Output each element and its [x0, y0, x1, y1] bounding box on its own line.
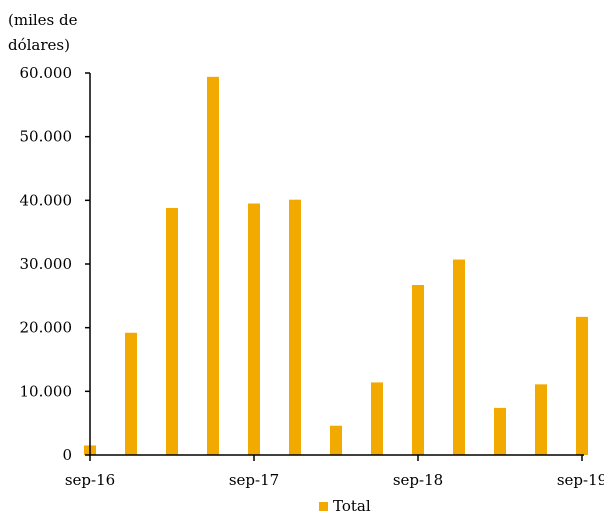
x-tick-label: sep-16 — [65, 471, 115, 489]
legend-swatch-total — [319, 501, 328, 511]
legend: Total — [319, 497, 371, 515]
bar — [535, 384, 547, 455]
y-tick-label: 50.000 — [20, 128, 73, 146]
x-tick-label: sep-17 — [229, 471, 279, 489]
legend-label-total: Total — [333, 497, 371, 515]
y-tick-label: 40.000 — [20, 191, 73, 209]
unit-label-line-1: (miles de — [8, 11, 78, 29]
bar — [166, 207, 178, 455]
bar — [576, 316, 588, 455]
bar — [494, 407, 506, 455]
x-tick-label: sep-19 — [557, 471, 604, 489]
y-tick-label: 0 — [62, 446, 72, 464]
y-tick-label: 30.000 — [20, 255, 73, 273]
y-tick-label: 20.000 — [20, 319, 73, 337]
y-axis-unit-label: (miles de dólares) — [8, 8, 78, 58]
bar — [371, 382, 383, 455]
y-tick-label: 60.000 — [20, 64, 73, 82]
y-tick-label: 10.000 — [20, 382, 73, 400]
bar — [125, 332, 137, 455]
bar — [248, 203, 260, 455]
unit-label-line-2: dólares) — [8, 36, 70, 54]
bar — [207, 76, 219, 455]
bar — [453, 259, 465, 455]
x-tick-label: sep-18 — [393, 471, 443, 489]
bar — [330, 425, 342, 455]
bar — [412, 285, 424, 455]
bar — [289, 199, 301, 455]
